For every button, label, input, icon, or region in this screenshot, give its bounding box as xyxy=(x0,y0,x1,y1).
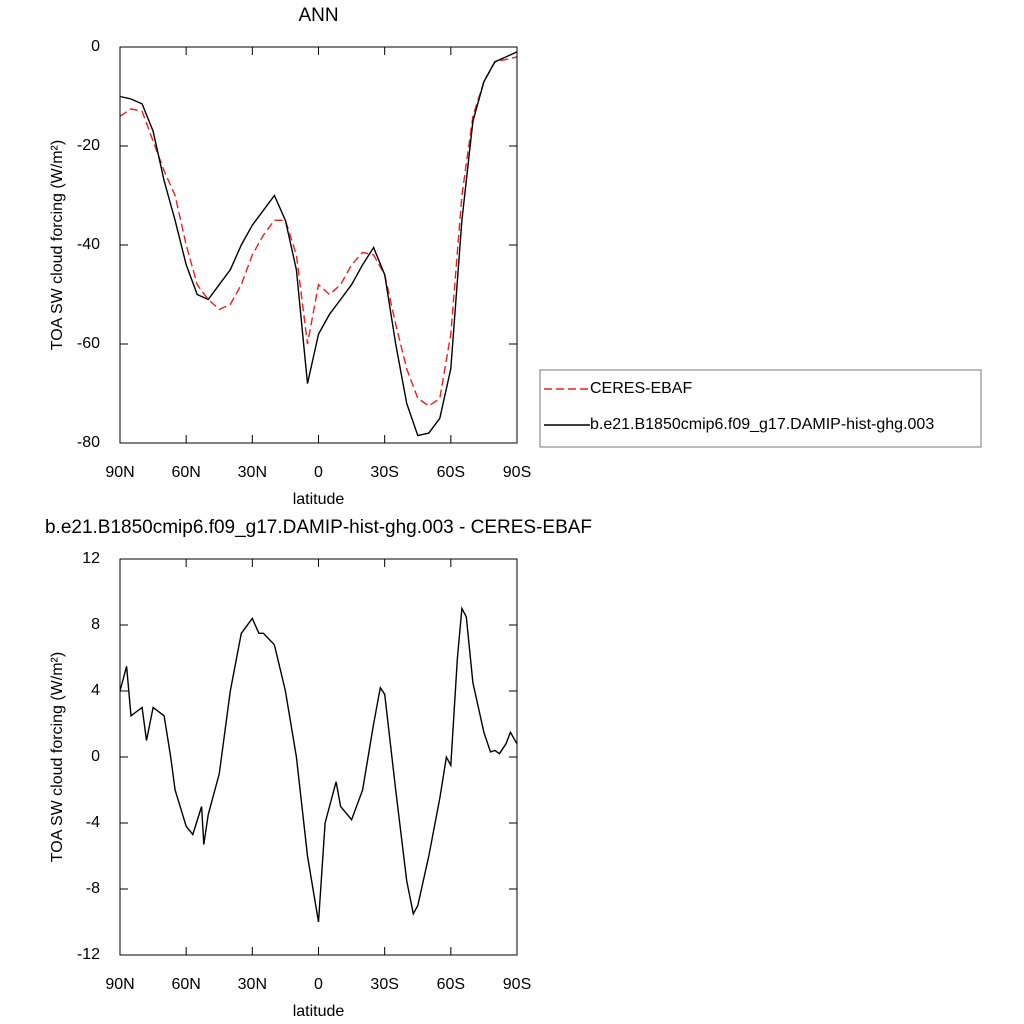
x-tick-label: 30N xyxy=(238,464,267,481)
x-tick-label: 60S xyxy=(437,464,465,481)
plot-frame xyxy=(119,46,518,444)
x-tick-label: 90N xyxy=(105,976,134,993)
y-tick-label: -40 xyxy=(77,236,100,253)
legend-label: b.e21.B1850cmip6.f09_g17.DAMIP-hist-ghg.… xyxy=(590,416,934,433)
x-tick-label: 60N xyxy=(171,464,200,481)
data-line xyxy=(119,56,518,407)
y-tick-label: -4 xyxy=(86,814,100,831)
y-tick-label: -12 xyxy=(77,946,100,963)
y-axis-label: TOA SW cloud forcing (W/m²) xyxy=(49,140,66,350)
y-tick-label: 0 xyxy=(91,748,100,765)
x-tick-label: 60S xyxy=(437,976,465,993)
x-tick-label: 90N xyxy=(105,464,134,481)
x-tick-label: 0 xyxy=(314,976,323,993)
y-tick-label: -80 xyxy=(77,434,100,451)
chart-title: ANN xyxy=(298,5,338,26)
y-tick-label: 0 xyxy=(91,38,100,55)
x-axis-label: latitude xyxy=(293,491,345,508)
y-tick-label: -20 xyxy=(77,137,100,154)
data-line xyxy=(119,606,518,923)
x-tick-label: 30S xyxy=(370,976,398,993)
x-tick-label: 30S xyxy=(370,464,398,481)
plot-frame xyxy=(119,558,518,956)
x-tick-label: 60N xyxy=(171,976,200,993)
x-tick-label: 30N xyxy=(238,976,267,993)
x-tick-label: 90S xyxy=(503,464,531,481)
y-tick-label: -8 xyxy=(86,880,100,897)
legend-box xyxy=(539,369,982,448)
y-tick-label: 8 xyxy=(91,616,100,633)
x-tick-label: 90S xyxy=(503,976,531,993)
data-line xyxy=(119,51,518,437)
y-axis-label: TOA SW cloud forcing (W/m²) xyxy=(49,652,66,862)
x-axis-label: latitude xyxy=(293,1003,345,1020)
legend-label: CERES-EBAF xyxy=(590,380,692,397)
chart-title: b.e21.B1850cmip6.f09_g17.DAMIP-hist-ghg.… xyxy=(45,517,592,538)
y-tick-label: 12 xyxy=(82,550,100,567)
x-tick-label: 0 xyxy=(314,464,323,481)
y-tick-label: 4 xyxy=(91,682,100,699)
y-tick-label: -60 xyxy=(77,335,100,352)
